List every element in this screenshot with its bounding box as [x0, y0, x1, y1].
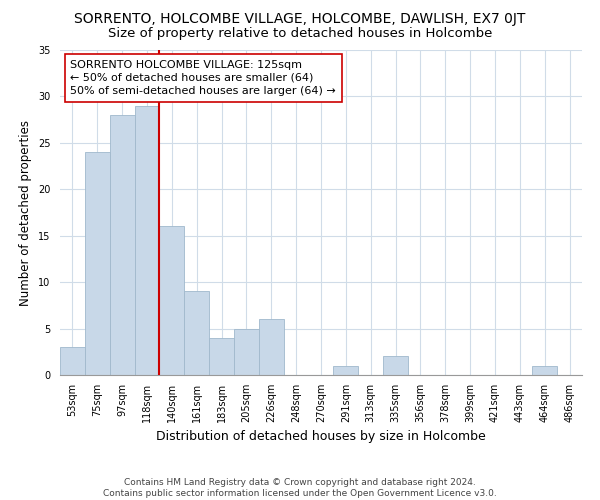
- Bar: [85, 152, 110, 375]
- Bar: [110, 115, 134, 375]
- Bar: [160, 226, 184, 375]
- Y-axis label: Number of detached properties: Number of detached properties: [19, 120, 32, 306]
- Bar: [532, 366, 557, 375]
- Text: Size of property relative to detached houses in Holcombe: Size of property relative to detached ho…: [108, 28, 492, 40]
- Bar: [259, 320, 284, 375]
- Bar: [383, 356, 408, 375]
- Bar: [209, 338, 234, 375]
- Text: SORRENTO, HOLCOMBE VILLAGE, HOLCOMBE, DAWLISH, EX7 0JT: SORRENTO, HOLCOMBE VILLAGE, HOLCOMBE, DA…: [74, 12, 526, 26]
- Text: Contains HM Land Registry data © Crown copyright and database right 2024.
Contai: Contains HM Land Registry data © Crown c…: [103, 478, 497, 498]
- Bar: [60, 347, 85, 375]
- Bar: [334, 366, 358, 375]
- Bar: [184, 292, 209, 375]
- X-axis label: Distribution of detached houses by size in Holcombe: Distribution of detached houses by size …: [156, 430, 486, 444]
- Bar: [234, 328, 259, 375]
- Bar: [134, 106, 160, 375]
- Text: SORRENTO HOLCOMBE VILLAGE: 125sqm
← 50% of detached houses are smaller (64)
50% : SORRENTO HOLCOMBE VILLAGE: 125sqm ← 50% …: [70, 60, 336, 96]
